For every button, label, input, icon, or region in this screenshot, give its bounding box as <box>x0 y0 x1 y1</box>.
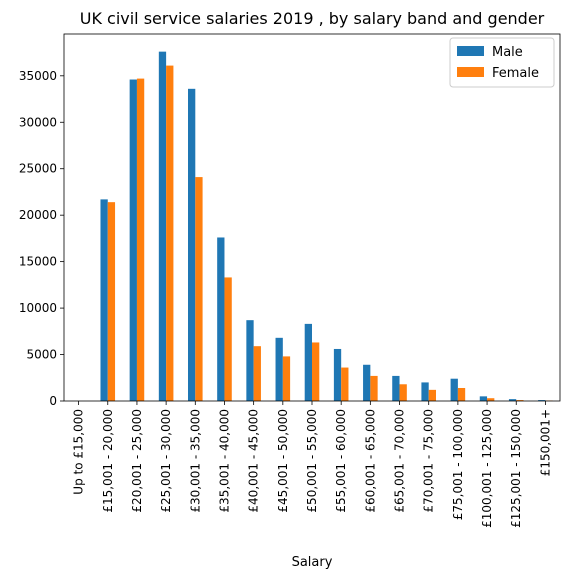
legend-swatch-male <box>457 46 484 56</box>
y-tick-label: 5000 <box>26 348 57 362</box>
bar-male-2 <box>130 80 137 401</box>
bar-male-3 <box>159 52 166 401</box>
bar-female-13 <box>458 388 465 401</box>
plot-area: 0 5000 10000 15000 20000 25000 30000 35000 Up to… <box>19 34 560 528</box>
bar-female-2 <box>137 79 144 401</box>
bar-female-5 <box>224 277 231 401</box>
x-tick-label: £15,001 - 20,000 <box>101 409 115 513</box>
bar-male-8 <box>305 324 312 401</box>
x-tick-label: £20,001 - 25,000 <box>130 409 144 513</box>
y-tick-label: 30000 <box>19 115 57 129</box>
bar-female-9 <box>341 368 348 401</box>
bar-female-7 <box>283 356 290 401</box>
bar-female-8 <box>312 342 319 401</box>
x-tick-label: £45,001 - 50,000 <box>276 409 290 513</box>
y-tick-label: 25000 <box>19 162 57 176</box>
x-tick-label: Up to £15,000 <box>72 409 86 495</box>
x-tick-label: £50,001 - 55,000 <box>305 409 319 513</box>
legend-label-male: Male <box>492 45 523 60</box>
bar-male-7 <box>276 338 283 401</box>
bar-female-6 <box>254 346 261 401</box>
x-tick-label: £60,001 - 65,000 <box>363 409 377 513</box>
x-tick-label: £35,001 - 40,000 <box>217 409 231 513</box>
bar-male-6 <box>246 320 253 401</box>
y-tick-label: 35000 <box>19 69 57 83</box>
x-tick-label: £55,001 - 60,000 <box>334 409 348 513</box>
x-axis-label: Salary <box>292 555 333 570</box>
y-tick-label: 15000 <box>19 255 57 269</box>
bar-male-4 <box>188 89 195 401</box>
x-tick-label: £100,001 - 125,000 <box>480 409 494 528</box>
bar-male-13 <box>451 379 458 401</box>
bar-female-3 <box>166 66 173 401</box>
series-female <box>108 66 553 401</box>
x-tick-label: £70,001 - 75,000 <box>422 409 436 513</box>
bar-female-11 <box>400 384 407 401</box>
legend: Male Female <box>450 38 554 87</box>
bar-male-12 <box>421 382 428 401</box>
x-tick-label: £125,001 - 150,000 <box>509 409 523 528</box>
bar-male-9 <box>334 349 341 401</box>
bar-male-1 <box>100 199 107 401</box>
bar-female-1 <box>108 202 115 401</box>
bar-male-5 <box>217 237 224 401</box>
legend-label-female: Female <box>492 66 539 81</box>
chart-title: UK civil service salaries 2019 , by sala… <box>80 9 545 28</box>
bar-female-12 <box>429 390 436 401</box>
x-tick-label: £40,001 - 45,000 <box>247 409 261 513</box>
bar-male-10 <box>363 365 370 401</box>
y-tick-label: 20000 <box>19 208 57 222</box>
y-tick-label: 0 <box>49 394 57 408</box>
x-tick-label: £25,001 - 30,000 <box>159 409 173 513</box>
bar-female-14 <box>487 398 494 401</box>
bar-female-4 <box>195 177 202 401</box>
bar-male-11 <box>392 376 399 401</box>
x-tick-label: £75,001 - 100,000 <box>451 409 465 520</box>
x-tick-label: £30,001 - 35,000 <box>188 409 202 513</box>
x-tick-label: £150,001+ <box>538 409 552 476</box>
bar-female-10 <box>370 376 377 401</box>
y-tick-label: 10000 <box>19 301 57 315</box>
legend-swatch-female <box>457 67 484 77</box>
x-tick-label: £65,001 - 70,000 <box>393 409 407 513</box>
bar-male-14 <box>480 396 487 401</box>
